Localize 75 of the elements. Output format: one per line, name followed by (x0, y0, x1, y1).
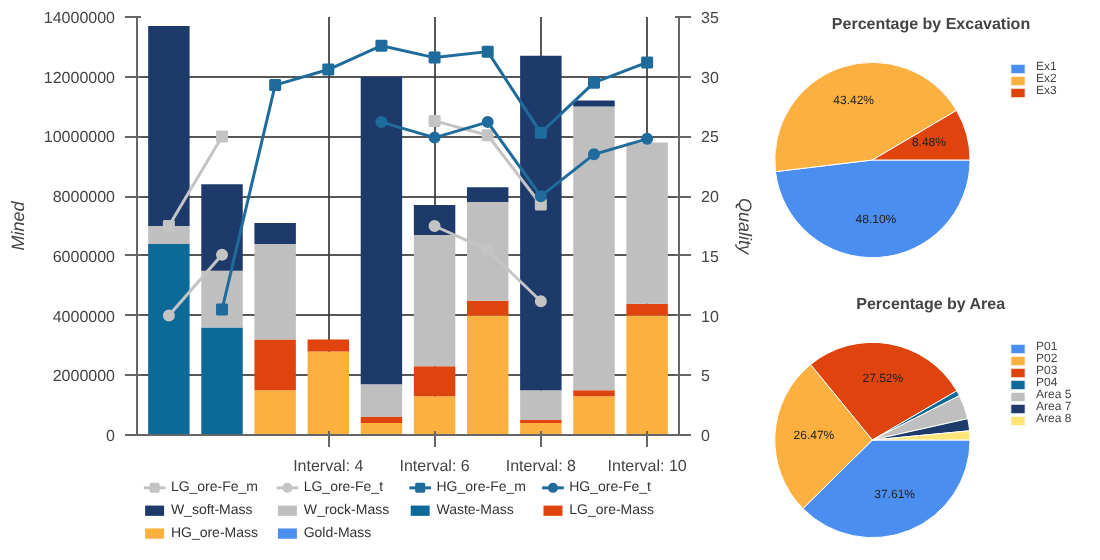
bar (307, 339, 350, 352)
y2-tick-label: 10 (701, 307, 720, 326)
y-tick-label: 6000000 (52, 247, 117, 266)
bar (254, 390, 296, 435)
bar (148, 243, 190, 435)
point (428, 131, 441, 144)
y-axis-title: Mined (7, 199, 28, 251)
point (481, 129, 494, 142)
point (375, 116, 388, 129)
bar (626, 303, 668, 316)
bar (466, 315, 509, 435)
bar (254, 339, 296, 391)
bar (360, 423, 403, 435)
bar (201, 327, 243, 435)
x-tick-label: Interval: 6 (399, 457, 471, 475)
point (216, 303, 229, 316)
bar (626, 315, 668, 435)
y-tick-label: 4000000 (52, 307, 117, 326)
x-tick-label: Interval: 8 (505, 457, 578, 475)
point (428, 51, 441, 64)
bar (254, 223, 296, 244)
y2-tick-label: 35 (701, 9, 720, 27)
bar (466, 300, 509, 316)
point (269, 79, 282, 92)
bar (573, 396, 615, 435)
bar (413, 396, 456, 435)
bar (307, 351, 350, 435)
x-tick-label: Interval: 4 (293, 457, 365, 475)
bar (413, 366, 456, 397)
bar (520, 55, 562, 391)
x-tick-label: Interval: 10 (607, 457, 688, 475)
bar (466, 187, 509, 203)
point (162, 309, 175, 322)
point (216, 130, 229, 143)
bar (360, 76, 403, 385)
y2-tick-label: 0 (701, 427, 711, 445)
point (534, 126, 547, 139)
point (375, 39, 388, 52)
y2-tick-label: 25 (701, 128, 720, 147)
point (587, 148, 600, 161)
y-tick-label: 0 (106, 427, 117, 445)
y-tick-label: 8000000 (52, 188, 117, 207)
point (481, 45, 494, 58)
bar (201, 184, 243, 271)
point (641, 56, 654, 69)
point (322, 63, 335, 76)
bar (148, 25, 190, 226)
point (587, 76, 600, 89)
chart-title: Percentage by Excavation (831, 15, 1031, 33)
bar (573, 390, 615, 397)
bar (573, 106, 615, 391)
bar (148, 226, 190, 244)
point (641, 132, 654, 145)
point (481, 116, 494, 129)
bar (360, 384, 403, 418)
bar (520, 390, 562, 421)
point (534, 295, 547, 308)
bar (520, 423, 562, 435)
y-tick-label: 12000000 (43, 68, 117, 87)
y2-tick-label: 5 (701, 367, 711, 386)
point (428, 114, 441, 127)
bar (573, 100, 615, 107)
y-tick-label: 2000000 (52, 367, 117, 386)
bar (360, 417, 403, 424)
y-tick-label: 10000000 (43, 128, 117, 147)
y-tick-label: 14000000 (43, 9, 117, 27)
y2-tick-label: 20 (701, 188, 720, 207)
point (534, 190, 547, 203)
bar (254, 243, 296, 340)
point (216, 248, 229, 261)
y2-tick-label: 30 (701, 68, 720, 87)
chart-title: Percentage by Area (856, 295, 1007, 313)
bar (626, 142, 668, 304)
y2-tick-label: 15 (701, 247, 720, 266)
y2-axis-title: Quality (734, 197, 755, 256)
